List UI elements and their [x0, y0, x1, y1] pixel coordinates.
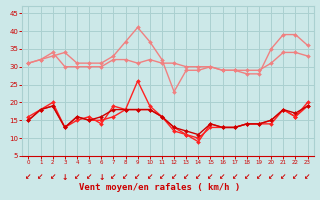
Text: ↓: ↓: [98, 172, 104, 182]
Text: ↙: ↙: [183, 172, 189, 182]
Text: ↙: ↙: [147, 172, 153, 182]
Text: ↙: ↙: [171, 172, 177, 182]
Text: ↙: ↙: [292, 172, 299, 182]
Text: ↙: ↙: [50, 172, 56, 182]
Text: ↙: ↙: [232, 172, 238, 182]
Text: ↙: ↙: [159, 172, 165, 182]
Text: Vent moyen/en rafales ( km/h ): Vent moyen/en rafales ( km/h ): [79, 183, 241, 192]
Text: ↙: ↙: [244, 172, 250, 182]
Text: ↙: ↙: [304, 172, 311, 182]
Text: ↙: ↙: [220, 172, 226, 182]
Text: ↙: ↙: [110, 172, 116, 182]
Text: ↙: ↙: [195, 172, 202, 182]
Text: ↙: ↙: [86, 172, 92, 182]
Text: ↙: ↙: [37, 172, 44, 182]
Text: ↙: ↙: [25, 172, 32, 182]
Text: ↙: ↙: [74, 172, 80, 182]
Text: ↙: ↙: [207, 172, 214, 182]
Text: ↓: ↓: [62, 172, 68, 182]
Text: ↙: ↙: [122, 172, 129, 182]
Text: ↙: ↙: [268, 172, 274, 182]
Text: ↙: ↙: [280, 172, 286, 182]
Text: ↙: ↙: [256, 172, 262, 182]
Text: ↙: ↙: [134, 172, 141, 182]
